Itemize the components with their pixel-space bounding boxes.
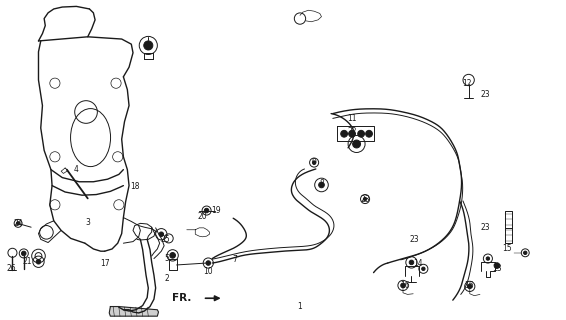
Text: 19: 19 — [211, 206, 221, 215]
Text: 23: 23 — [360, 195, 370, 204]
Text: 9: 9 — [312, 158, 316, 167]
Text: 11: 11 — [348, 114, 357, 123]
Circle shape — [353, 140, 361, 148]
Text: 5: 5 — [165, 254, 169, 263]
Text: 8: 8 — [319, 179, 324, 188]
Circle shape — [144, 41, 153, 50]
Circle shape — [312, 161, 316, 164]
Text: 25: 25 — [160, 235, 170, 244]
Text: 17: 17 — [100, 259, 110, 268]
Polygon shape — [109, 307, 158, 316]
Circle shape — [204, 208, 209, 213]
Circle shape — [159, 232, 164, 236]
Circle shape — [401, 283, 405, 288]
Text: 14: 14 — [413, 260, 423, 268]
Circle shape — [341, 130, 348, 137]
Circle shape — [422, 267, 425, 270]
Text: 22: 22 — [348, 127, 357, 136]
Circle shape — [16, 222, 20, 225]
Text: 20: 20 — [198, 212, 208, 220]
Circle shape — [494, 263, 500, 268]
Circle shape — [366, 130, 372, 137]
Text: 3: 3 — [85, 218, 90, 227]
Text: 15: 15 — [501, 244, 512, 253]
Text: 26: 26 — [6, 264, 16, 273]
Text: 23: 23 — [481, 90, 491, 99]
Text: 24: 24 — [13, 220, 23, 228]
Text: 23: 23 — [409, 235, 419, 244]
Circle shape — [486, 257, 490, 260]
Text: 18: 18 — [130, 182, 139, 191]
Text: 10: 10 — [203, 267, 213, 276]
Text: 23: 23 — [481, 223, 491, 232]
Circle shape — [358, 130, 365, 137]
Circle shape — [206, 261, 211, 265]
Circle shape — [349, 130, 355, 137]
Circle shape — [524, 251, 527, 254]
Text: 4: 4 — [74, 165, 79, 174]
Circle shape — [363, 197, 367, 201]
Text: FR.: FR. — [172, 293, 191, 303]
Circle shape — [468, 284, 472, 289]
Text: 6: 6 — [146, 43, 151, 52]
Circle shape — [409, 260, 414, 265]
Text: 12: 12 — [462, 79, 471, 88]
Text: 1: 1 — [298, 302, 302, 311]
Circle shape — [170, 252, 175, 258]
Text: 13: 13 — [492, 264, 502, 273]
Text: 16: 16 — [464, 281, 474, 290]
Text: 7: 7 — [233, 255, 237, 264]
Circle shape — [22, 251, 26, 256]
Text: 21: 21 — [23, 257, 32, 266]
Circle shape — [319, 182, 324, 188]
Circle shape — [36, 260, 41, 264]
Text: 2: 2 — [165, 274, 169, 283]
Text: 16: 16 — [400, 281, 410, 290]
